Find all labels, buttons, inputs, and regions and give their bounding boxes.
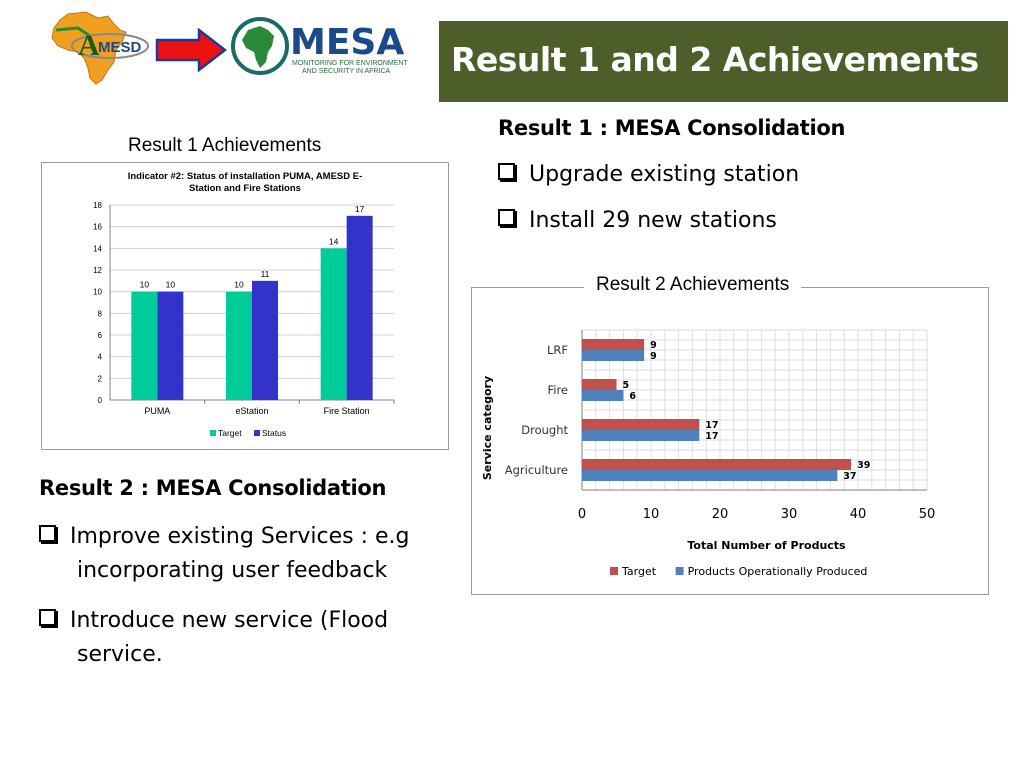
chart1-y-tick-label: 16 bbox=[93, 223, 102, 232]
chart1-data-label: 11 bbox=[261, 269, 270, 279]
chart1-data-label: 10 bbox=[140, 280, 150, 290]
chart2-legend-swatch bbox=[675, 567, 684, 575]
chart1-y-tick-label: 8 bbox=[98, 309, 103, 318]
result2-heading: Result 2 : MESA Consolidation bbox=[39, 476, 387, 500]
mesa-logo: MESA MONITORING FOR ENVIRONMENT AND SECU… bbox=[231, 17, 408, 75]
chart2-data-label: 17 bbox=[705, 431, 718, 442]
chart2-data-label: 17 bbox=[705, 420, 718, 431]
page-title: Result 1 and 2 Achievements bbox=[451, 40, 979, 79]
result1-bullet-1: Upgrade existing station bbox=[498, 158, 799, 192]
chart1-legend-label: Status bbox=[262, 428, 286, 438]
result1-bullet-2-text: Install 29 new stations bbox=[529, 208, 777, 233]
result1-heading: Result 1 : MESA Consolidation bbox=[498, 116, 846, 140]
result1-chart-panel: Indicator #2: Status of installation PUM… bbox=[41, 162, 449, 450]
chart1-bar-status bbox=[346, 215, 373, 400]
chart1-y-tick-label: 12 bbox=[93, 266, 102, 275]
result1-bar-chart: Indicator #2: Status of installation PUM… bbox=[93, 171, 395, 438]
chart2-legend-label: Products Operationally Produced bbox=[688, 565, 868, 578]
chart2-x-tick-label: 40 bbox=[850, 507, 867, 522]
result1-bullet-1-text: Upgrade existing station bbox=[529, 162, 800, 187]
chart2-bar-target bbox=[582, 419, 700, 430]
chart1-data-label: 10 bbox=[234, 280, 244, 290]
arrow-icon bbox=[155, 28, 227, 72]
chart1-y-tick-label: 2 bbox=[98, 374, 103, 383]
chart1-bar-status bbox=[252, 280, 278, 400]
chart1-bar-target bbox=[131, 291, 158, 400]
chart1-y-tick-label: 10 bbox=[93, 288, 102, 297]
chart2-bar-produced bbox=[582, 470, 838, 481]
title-bar: Result 1 and 2 Achievements bbox=[439, 21, 1008, 102]
chart1-y-tick-label: 6 bbox=[98, 331, 103, 340]
mesa-logo-name: MESA bbox=[290, 22, 404, 63]
chart1-data-label: 17 bbox=[355, 204, 365, 214]
chart1-category-label: eStation bbox=[235, 406, 268, 416]
chart2-category-label: Agriculture bbox=[505, 463, 568, 477]
chart2-x-tick-label: 50 bbox=[919, 507, 936, 522]
chart2-bar-produced bbox=[582, 390, 624, 401]
chart2-x-axis-title: Total Number of Products bbox=[687, 539, 846, 552]
result1-bullet-2: Install 29 new stations bbox=[498, 204, 777, 238]
chart2-bar-target bbox=[582, 379, 617, 390]
result2-chart-label: Result 2 Achievements bbox=[584, 274, 802, 296]
chart1-bar-target bbox=[226, 291, 252, 400]
checkbox-icon bbox=[498, 209, 515, 226]
chart1-legend-swatch bbox=[254, 430, 260, 436]
chart2-category-label: LRF bbox=[547, 343, 568, 357]
chart2-data-label: 9 bbox=[650, 340, 657, 351]
result2-bullet-2-text: Introduce new service (Flood service. bbox=[70, 608, 389, 667]
chart2-legend-swatch bbox=[610, 567, 618, 575]
checkbox-icon bbox=[39, 609, 56, 626]
chart2-x-tick-label: 20 bbox=[712, 507, 729, 522]
chart2-bar-target bbox=[582, 339, 645, 350]
mesa-logo-tagline-1: MONITORING FOR ENVIRONMENT bbox=[292, 60, 408, 67]
chart2-x-tick-label: 0 bbox=[578, 507, 586, 522]
checkbox-icon bbox=[498, 163, 515, 180]
chart1-y-tick-label: 0 bbox=[98, 396, 103, 405]
amesd-logo: A MESD bbox=[51, 11, 149, 85]
result2-bullet-1: Improve existing Services : e.g incorpor… bbox=[39, 520, 477, 588]
chart1-y-tick-label: 14 bbox=[93, 244, 102, 253]
chart2-data-label: 5 bbox=[623, 380, 630, 391]
checkbox-icon bbox=[39, 525, 56, 542]
chart1-legend-swatch bbox=[210, 430, 216, 436]
chart1-category-label: PUMA bbox=[144, 406, 170, 416]
result1-chart-label: Result 1 Achievements bbox=[116, 135, 334, 157]
result2-chart-panel: 0 10 20 30 40 50 9 9 LRF 5 6 Fire 17 17 Drought 39 37 Agr… bbox=[471, 287, 989, 595]
amesd-logo-letter: A bbox=[78, 29, 100, 62]
chart2-x-tick-label: 30 bbox=[781, 507, 798, 522]
chart1-title-line-2: Station and Fire Stations bbox=[189, 183, 301, 194]
chart2-bar-target bbox=[582, 459, 852, 470]
result2-bullet-1-text: Improve existing Services : e.g incorpor… bbox=[70, 524, 410, 583]
chart1-data-label: 14 bbox=[329, 236, 339, 246]
chart2-data-label: 6 bbox=[629, 391, 636, 402]
chart1-title-line-1: Indicator #2: Status of installation PUM… bbox=[128, 171, 363, 182]
chart1-y-tick-label: 4 bbox=[98, 353, 103, 362]
chart2-data-label: 39 bbox=[857, 460, 870, 471]
chart1-y-tick-label: 18 bbox=[93, 201, 102, 210]
chart2-bar-produced bbox=[582, 350, 645, 361]
chart1-data-label: 10 bbox=[166, 280, 176, 290]
chart2-x-tick-label: 10 bbox=[643, 507, 660, 522]
chart1-legend-label: Target bbox=[218, 428, 242, 438]
chart2-data-label: 37 bbox=[843, 471, 856, 482]
chart1-bar-target bbox=[320, 248, 347, 400]
chart1-bar-status bbox=[157, 291, 184, 400]
mesa-logo-tagline-2: AND SECURITY IN AFRICA bbox=[302, 68, 390, 75]
chart2-category-label: Fire bbox=[547, 383, 568, 397]
chart1-category-label: Fire Station bbox=[324, 406, 370, 416]
chart2-bar-produced bbox=[582, 430, 700, 441]
amesd-logo-text: MESD bbox=[98, 39, 142, 56]
result2-bullet-2: Introduce new service (Flood service. bbox=[39, 604, 477, 672]
chart2-data-label: 9 bbox=[650, 351, 657, 362]
chart2-category-label: Drought bbox=[521, 423, 568, 437]
chart2-legend-label: Target bbox=[621, 565, 657, 578]
chart2-y-axis-title: Service category bbox=[481, 376, 494, 480]
